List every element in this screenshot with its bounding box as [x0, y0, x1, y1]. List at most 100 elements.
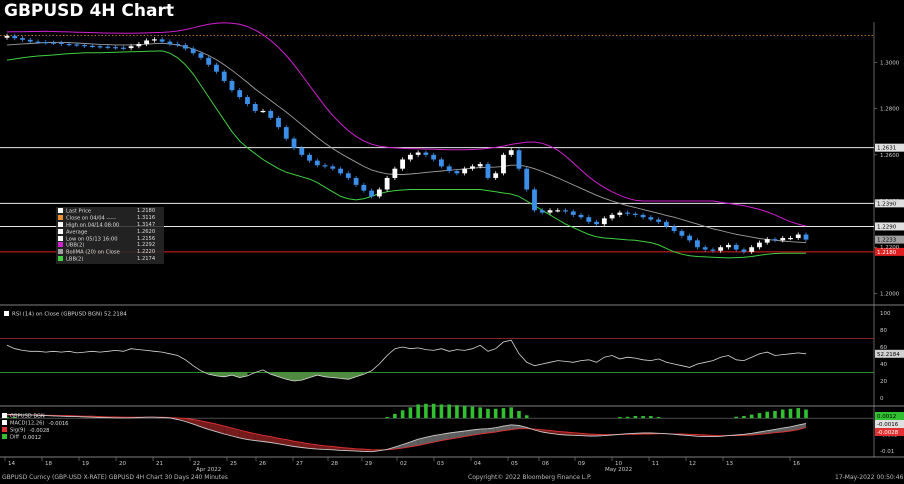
macd-fill-segment: [402, 441, 411, 449]
legend-value: 1.2220: [137, 249, 156, 256]
candle: [741, 249, 747, 252]
macd-fill-segment: [511, 424, 519, 430]
candle: [586, 217, 592, 222]
macd-fill-segment: [503, 424, 512, 431]
price-tag-label: 1.2290: [877, 224, 897, 230]
x-tick-label: 09: [578, 461, 585, 467]
diff-bar: [447, 404, 451, 419]
macd-legend-swatch: [2, 420, 7, 425]
rsi-plot: [0, 338, 874, 382]
x-tick-label: 18: [45, 461, 52, 467]
diff-bar: [633, 416, 638, 419]
x-tick-label: 25: [230, 461, 237, 467]
price-tag-label: 1.2631: [877, 146, 896, 152]
candle: [384, 177, 390, 190]
diff-bar: [656, 417, 661, 419]
macd-legend-value: -0.0028: [29, 427, 50, 434]
candle: [369, 190, 374, 197]
footer-right: 17-May-2022 00:50:46: [835, 474, 904, 481]
candle: [113, 47, 119, 49]
legend-value: 1.3116: [137, 214, 156, 221]
legend-row: LBB(2) 1.2174: [58, 256, 162, 263]
macd-fill-segment: [270, 436, 279, 444]
legend-swatch: [58, 214, 63, 220]
legend-row: Low on 05/13 16:00 1.2156: [58, 235, 162, 243]
macd-fill-segment: [418, 437, 426, 446]
candle: [516, 150, 522, 169]
diff-bar: [509, 407, 514, 419]
candle: [679, 231, 685, 236]
price-tick-label: 1.2000: [880, 291, 900, 297]
legend-label: Close on 04/04 -----: [66, 215, 116, 222]
x-tick-label: 27: [296, 461, 303, 467]
candle: [97, 46, 103, 48]
diff-bar: [486, 408, 490, 419]
candle: [423, 152, 429, 155]
legend-row: BollMA (20) on Close 1.2220: [58, 249, 162, 256]
diff-bar: [517, 410, 521, 419]
candle: [594, 221, 599, 225]
macd-fill-segment: [294, 441, 302, 448]
macd-legend-label: Sig(9): [10, 427, 26, 434]
x-tick-label: 20: [119, 461, 126, 467]
candle: [439, 159, 444, 167]
candle: [601, 218, 607, 225]
macd-legend-value: 0.0012: [23, 434, 42, 441]
candle: [407, 154, 413, 160]
macd-fill-segment: [255, 433, 263, 442]
macd-tag-label: -0.0016: [877, 422, 899, 428]
candle: [330, 166, 336, 169]
macd-fill-segment: [325, 445, 333, 450]
rsi-label: RSI (14) on Close (GBPUSD BGN) 52.2184: [4, 311, 127, 318]
macd-fill-segment: [410, 439, 419, 447]
macd-legend-label: Diff: [10, 434, 20, 441]
candle: [757, 242, 762, 248]
diff-bar: [493, 408, 498, 419]
x-tick-label: 06: [542, 461, 549, 467]
macd-fill-segment: [309, 443, 318, 450]
candle: [532, 189, 537, 211]
candle: [524, 168, 530, 190]
candle: [392, 168, 398, 178]
candle: [539, 210, 545, 213]
price-tag-box: [875, 247, 904, 256]
diff-bar: [734, 416, 738, 419]
macd-fill-segment: [286, 439, 295, 447]
candle: [183, 45, 188, 49]
diff-bar: [400, 410, 405, 419]
candle: [726, 244, 731, 248]
rsi-tag-label: 52.2184: [877, 352, 900, 358]
rsi-tick-label: 80: [880, 328, 887, 334]
diff-bar: [408, 407, 413, 419]
diff-bar: [780, 409, 785, 419]
x-tick-label: 13: [726, 461, 733, 467]
macd-fill-segment: [449, 432, 457, 440]
candle: [570, 211, 576, 215]
candle: [609, 214, 615, 219]
macd-legend: GBPUSD BGN MACD(12,26) -0.0016 Sig(9) -0.00…: [2, 413, 68, 441]
diff-bar: [788, 408, 793, 419]
rsi-oversold-fill: [208, 372, 248, 378]
macd-ticks: 0-0.005-0.010.0012-0.0016-0.0028: [875, 412, 904, 455]
legend-swatch: [58, 235, 63, 241]
diff-bar: [478, 407, 482, 419]
diff-bar: [625, 416, 630, 419]
lower-band-line: [6, 50, 806, 259]
macd-legend-rows: MACD(12,26) -0.0016 Sig(9) -0.0028 Diff 0.001…: [2, 420, 68, 441]
price-tags: 1.2631 1.2390 1.2290 1.2233 1.2180: [875, 143, 904, 256]
candle: [314, 160, 320, 166]
diff-bar: [12, 417, 17, 419]
legend-row: High on 04/14 08:00 1.3147: [58, 221, 162, 229]
candle: [229, 80, 235, 91]
upper-band-line: [6, 22, 807, 227]
rsi-label-text: RSI (14) on Close (GBPUSD BGN) 52.2184: [12, 311, 127, 318]
macd-fill-segment: [472, 429, 481, 436]
candle: [795, 234, 801, 239]
candle: [20, 38, 25, 40]
macd-legend-row: Diff 0.0012: [2, 434, 68, 441]
legend-row: Last Price 1.2180: [58, 208, 162, 215]
legend-swatch: [58, 221, 63, 227]
macd-fill-segment: [231, 428, 240, 438]
macd-legend-label: MACD(12,26): [10, 420, 45, 427]
candle: [82, 45, 87, 47]
